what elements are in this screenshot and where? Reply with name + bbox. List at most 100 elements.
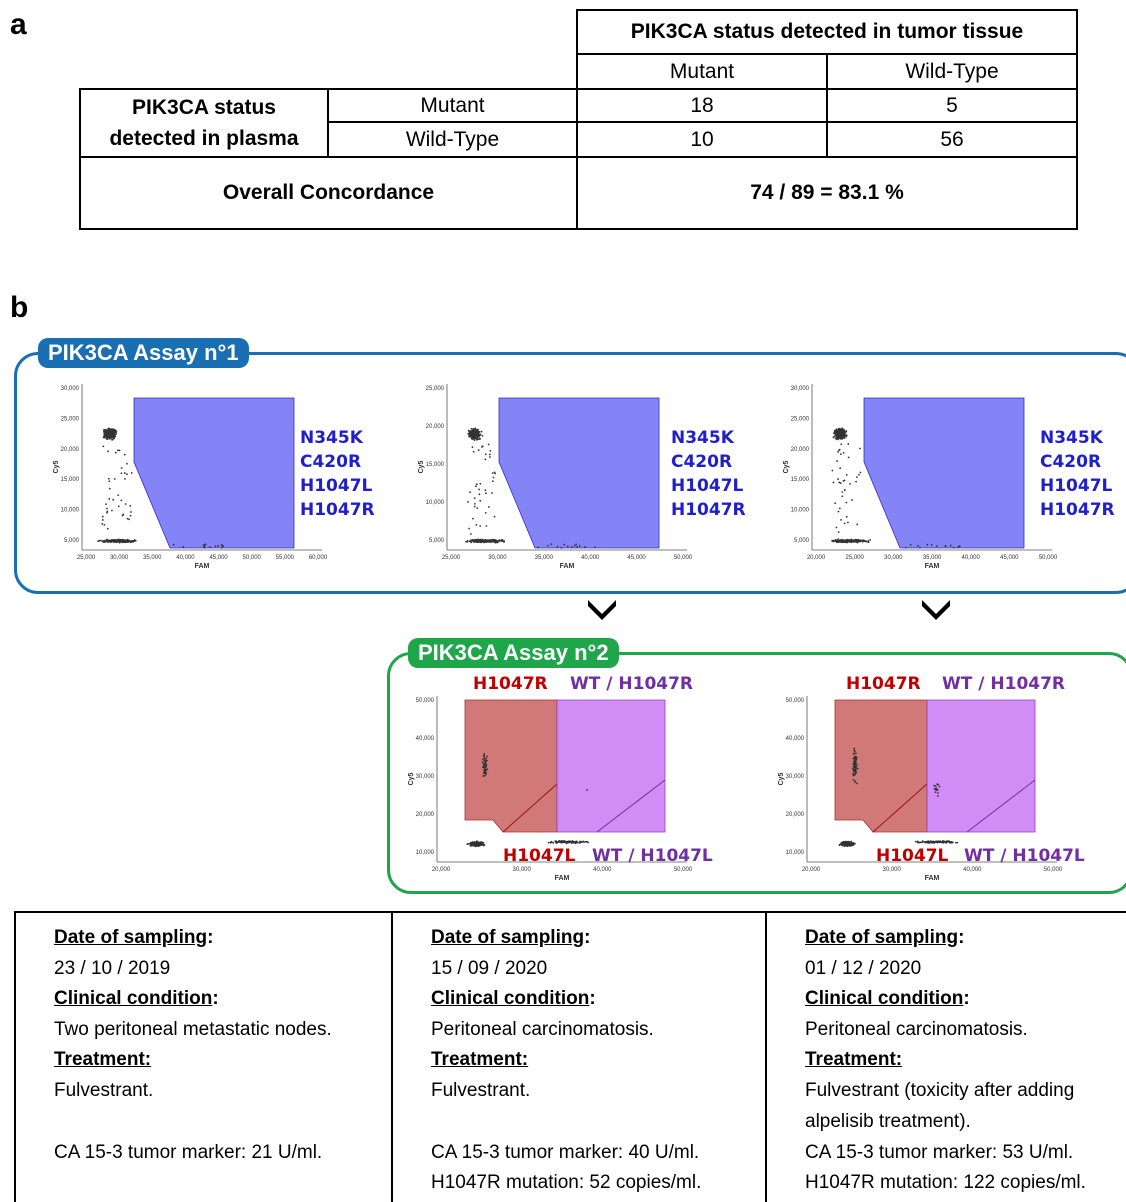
- condition-value: Peritoneal carcinomatosis.: [431, 1019, 654, 1040]
- droplet-point: [575, 543, 578, 546]
- x-tick-label: 25,000: [845, 555, 864, 561]
- droplet-point: [172, 543, 175, 546]
- droplet-point: [837, 510, 840, 513]
- x-axis-title: FAM: [925, 875, 940, 882]
- x-tick-label: 40,000: [961, 555, 980, 561]
- droplet-point: [471, 429, 474, 431]
- droplet-point: [480, 540, 482, 542]
- droplet-point: [846, 540, 849, 543]
- droplet-point: [955, 841, 957, 844]
- droplet-point: [845, 473, 848, 476]
- droplet-point: [109, 434, 112, 437]
- droplet-point: [924, 841, 926, 844]
- cell-wildtype-mutant: 10: [576, 121, 828, 158]
- droplet-point: [105, 428, 108, 431]
- droplet-point: [494, 541, 497, 543]
- x-tick-label: 30,000: [488, 555, 507, 561]
- droplet-point: [909, 544, 912, 546]
- condition-heading: Clinical condition:: [805, 988, 970, 1009]
- tissue-header: PIK3CA status detected in tumor tissue: [576, 9, 1078, 55]
- overall-value: 74 / 89 = 83.1 %: [576, 156, 1078, 230]
- droplet-point: [937, 792, 939, 794]
- droplet-point: [576, 546, 579, 548]
- droplet-point: [483, 755, 485, 757]
- droplet-point: [843, 430, 846, 433]
- y-tick-label: 30,000: [416, 774, 435, 780]
- droplet-point: [927, 840, 930, 843]
- droplet-point: [477, 449, 480, 452]
- droplet-point: [582, 840, 585, 843]
- droplet-point: [111, 438, 114, 441]
- droplet-point: [831, 469, 834, 472]
- droplet-point: [500, 539, 503, 542]
- droplet-point: [482, 844, 485, 847]
- assay1-scatter-3: 20,000 25,000 30,000 35,000 40,000 45,000 50,0…: [783, 384, 1058, 570]
- droplet-point: [481, 435, 484, 437]
- droplet-point: [835, 431, 838, 433]
- droplet-point: [832, 540, 835, 542]
- droplet-point: [482, 775, 485, 777]
- droplet-point: [473, 505, 476, 508]
- date-heading: Date of sampling:: [431, 927, 591, 948]
- droplet-point: [850, 842, 852, 845]
- droplet-point: [120, 540, 123, 543]
- droplet-point: [931, 841, 934, 844]
- droplet-point: [477, 438, 479, 441]
- mutant-gate: [498, 397, 660, 549]
- droplet-point: [485, 525, 488, 527]
- droplet-point: [927, 841, 929, 844]
- droplet-point: [841, 427, 843, 430]
- mutation-value: H1047R mutation: 52 copies/ml.: [431, 1172, 702, 1193]
- droplet-point: [839, 453, 842, 456]
- assay1-scatter-1: 25,000 30,000 35,000 40,000 45,000 50,000 55,0…: [53, 384, 328, 570]
- droplet-point: [849, 482, 851, 485]
- droplet-point: [926, 543, 929, 546]
- droplet-point: [547, 544, 549, 547]
- droplet-point: [559, 840, 562, 843]
- droplet-point: [106, 538, 108, 541]
- droplet-point: [130, 472, 133, 474]
- droplet-point: [837, 436, 840, 439]
- droplet-point: [471, 844, 474, 847]
- droplet-point: [833, 435, 835, 438]
- droplet-point: [853, 765, 856, 768]
- droplet-point: [570, 841, 572, 843]
- droplet-point: [482, 765, 485, 768]
- droplet-point: [547, 841, 550, 844]
- droplet-point: [853, 747, 856, 750]
- droplet-point: [853, 749, 856, 752]
- y-tick-label: 25,000: [61, 416, 80, 422]
- droplet-point: [487, 443, 490, 446]
- mutation-label: C420R: [300, 452, 362, 472]
- droplet-point: [949, 841, 951, 844]
- x-tick-label: 30,000: [110, 555, 129, 561]
- y-tick-label: 25,000: [426, 386, 445, 392]
- droplet-point: [475, 540, 478, 542]
- droplet-point: [568, 841, 570, 844]
- x-tick-label: 20,000: [807, 555, 826, 561]
- droplet-point: [576, 841, 578, 844]
- x-tick-label: 45,000: [209, 555, 228, 561]
- assay2-label-wt-h1047l: WT / H1047L: [592, 846, 713, 866]
- droplet-point: [112, 428, 114, 430]
- y-tick-label: 50,000: [416, 698, 435, 704]
- droplet-point: [836, 433, 838, 436]
- droplet-point: [483, 757, 486, 760]
- droplet-point: [843, 433, 845, 436]
- droplet-point: [837, 541, 840, 544]
- droplet-point: [97, 540, 100, 543]
- droplet-point: [103, 435, 106, 438]
- marker-value: CA 15-3 tumor marker: 21 U/ml.: [54, 1142, 323, 1163]
- droplet-point: [854, 842, 856, 845]
- droplet-point: [123, 472, 126, 474]
- x-tick-label: 35,000: [535, 555, 554, 561]
- droplet-point: [840, 518, 842, 521]
- droplet-point: [862, 539, 865, 542]
- droplet-point: [925, 840, 928, 843]
- droplet-point: [854, 759, 857, 762]
- droplet-point: [838, 449, 840, 451]
- droplet-point: [475, 483, 478, 486]
- droplet-point: [552, 841, 555, 844]
- droplet-point: [845, 842, 848, 845]
- y-tick-label: 30,000: [61, 386, 80, 392]
